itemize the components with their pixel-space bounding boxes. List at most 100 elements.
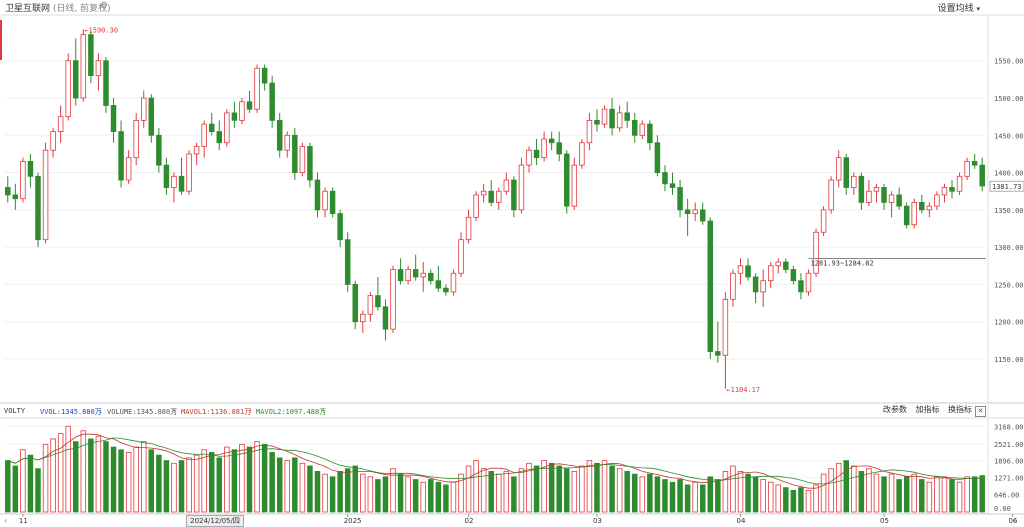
volume-bar [171, 462, 177, 513]
volume-bar [488, 471, 494, 513]
candle-up [518, 164, 525, 211]
candle-down [548, 138, 555, 144]
candle-down [118, 131, 124, 181]
candle-down [231, 112, 238, 121]
candle-up [964, 160, 970, 177]
volume-bar [752, 476, 759, 513]
candle-down [344, 239, 351, 285]
candle-down [178, 175, 185, 192]
candle-up [496, 190, 502, 203]
candle-down [654, 142, 661, 173]
volume-bar [201, 449, 207, 513]
volume-bar [292, 457, 298, 513]
last-price-box [989, 180, 1024, 192]
vvol-arrow: ↓ [98, 407, 103, 415]
gear-icon[interactable]: ⚙ [100, 1, 109, 11]
volume-bar [80, 430, 87, 513]
volume-bar [412, 479, 419, 513]
edit-params-button[interactable]: 改参数 [882, 405, 907, 414]
volume-bar [911, 473, 917, 513]
volume-bar [609, 465, 615, 513]
volume-bar [284, 460, 291, 513]
candle-up [941, 187, 948, 196]
volume-bar [35, 468, 41, 513]
candle-up [541, 138, 547, 159]
volume-bar [616, 468, 623, 513]
candle-up [420, 272, 426, 278]
add-indicator-button[interactable]: 加指标 [915, 405, 940, 414]
candle-down [919, 202, 925, 211]
mavol2-arrow: ↑ [321, 407, 326, 415]
volume-bar [971, 476, 978, 513]
settings-ma-button[interactable]: 设置均线 ▾ [938, 1, 980, 14]
price-tick-label: 1300.00 [994, 244, 1024, 252]
volume-bar [798, 487, 804, 513]
axes: 1150.00 1200.00 1250.00 1300.00 1350.00 1400.… [0, 14, 1024, 525]
candle-up [639, 123, 646, 136]
candle-up [835, 157, 842, 181]
volume-bar [548, 462, 555, 513]
volume-bar [186, 457, 192, 513]
candle-down [662, 172, 668, 185]
volume-bar [669, 481, 676, 513]
price-tick-label: 1550.00 [994, 58, 1024, 66]
candle-down [5, 187, 11, 196]
volume-bar [654, 476, 661, 513]
switch-indicator-button[interactable]: 换指标 [948, 405, 972, 414]
candle-down [329, 190, 336, 214]
settings-ma-label: 设置均线 [937, 4, 974, 14]
candle-up [926, 205, 933, 211]
volume-bar [941, 476, 948, 513]
price-tick-label: 1200.00 [994, 319, 1024, 327]
volume-bar [246, 446, 253, 513]
volume-bar [677, 479, 683, 513]
candle-down [669, 183, 676, 188]
candle-down [752, 276, 759, 293]
volume-tick-label: 646.00 [994, 492, 1019, 500]
price-tick-label: 1450.00 [994, 132, 1024, 140]
volume-bar [148, 449, 155, 513]
candle-up [737, 265, 744, 274]
candle-down [428, 272, 434, 282]
candle-down [533, 149, 540, 159]
candle-up [586, 119, 593, 144]
candle-up [450, 272, 457, 293]
volume-tick-label: 2521.00 [994, 441, 1024, 449]
close-icon[interactable]: ✕ [975, 406, 986, 417]
candle-up [956, 175, 963, 192]
volume-bar [178, 460, 185, 513]
candle-up [503, 179, 510, 192]
candle-up [80, 34, 87, 99]
volume-bar [337, 471, 343, 513]
mavol1-arrow: ↑ [248, 407, 253, 415]
volume-bar [820, 473, 827, 513]
candle-up [224, 112, 230, 144]
price-tick-label: 1400.00 [994, 170, 1024, 178]
mavol2-line [7, 437, 983, 485]
volume-bar [73, 441, 79, 513]
scroll-right-icon: › [1013, 516, 1016, 525]
candle-down [148, 97, 155, 136]
candle-down [843, 157, 849, 188]
candle-up [767, 265, 774, 282]
x-tick-label: 06 [1008, 517, 1017, 525]
candle-up [42, 149, 49, 241]
volume-bar [397, 473, 404, 513]
candle-up [934, 194, 940, 207]
candle-down [412, 269, 419, 278]
candle-up [458, 239, 464, 274]
candle-down [511, 179, 517, 211]
candle-up [299, 146, 306, 173]
volume-bar [458, 473, 464, 513]
volume-bar [382, 476, 389, 513]
volume-bar [745, 473, 751, 513]
candle-down [292, 134, 298, 173]
vvol-value: VVOL:1345.880万 [40, 408, 102, 416]
volume-bar [790, 489, 797, 513]
candle-down [556, 142, 562, 155]
volume-bar [737, 471, 744, 513]
crosshair-date: 2024/12/05/四 [186, 515, 244, 527]
x-tick-label: 11 [19, 517, 28, 525]
volume-bar [843, 460, 849, 513]
